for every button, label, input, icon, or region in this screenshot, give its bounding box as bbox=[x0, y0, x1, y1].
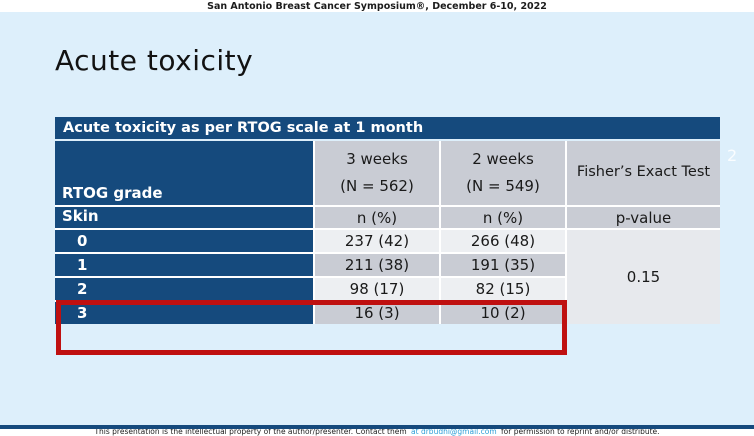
bottom-blue-bar bbox=[0, 425, 754, 429]
value-3w-grade-2: 98 (17) bbox=[315, 278, 439, 300]
conference-header-text: San Antonio Breast Cancer Symposium®, De… bbox=[207, 0, 547, 12]
value-2w-grade-1: 191 (35) bbox=[441, 254, 565, 276]
grade-label-2: 2 bbox=[55, 278, 313, 300]
toxicity-table: Acute toxicity as per RTOG scale at 1 mo… bbox=[55, 117, 720, 324]
conference-header-bar: San Antonio Breast Cancer Symposium®, De… bbox=[0, 0, 754, 12]
table-title: Acute toxicity as per RTOG scale at 1 mo… bbox=[55, 117, 720, 139]
slide-title: Acute toxicity bbox=[55, 44, 254, 77]
slide-page-number: 2 bbox=[727, 146, 738, 165]
column-header-fishers-exact-test: Fisher’s Exact Test bbox=[567, 141, 720, 205]
value-3w-grade-0: 237 (42) bbox=[315, 230, 439, 252]
unit-cell-3-weeks: n (%) bbox=[315, 207, 439, 228]
column-sublabel: (N = 562) bbox=[340, 176, 414, 195]
column-label: 3 weeks bbox=[346, 150, 408, 169]
row-group-header: Skin bbox=[55, 207, 313, 228]
value-2w-grade-2: 82 (15) bbox=[441, 278, 565, 300]
column-group-header: RTOG grade bbox=[55, 141, 313, 205]
grade-label-1: 1 bbox=[55, 254, 313, 276]
column-sublabel: (N = 549) bbox=[466, 176, 540, 195]
column-header-2-weeks: 2 weeks (N = 549) bbox=[441, 141, 565, 205]
red-highlight-annotation bbox=[56, 300, 567, 355]
unit-cell-2-weeks: n (%) bbox=[441, 207, 565, 228]
value-3w-grade-3: 16 (3) bbox=[315, 302, 439, 324]
value-3w-grade-1: 211 (38) bbox=[315, 254, 439, 276]
column-label: 2 weeks bbox=[472, 150, 534, 169]
p-value-cell: 0.15 bbox=[567, 230, 720, 324]
value-2w-grade-0: 266 (48) bbox=[441, 230, 565, 252]
grade-label-3: 3 bbox=[55, 302, 313, 324]
table-grid: RTOG grade 3 weeks (N = 562) 2 weeks (N … bbox=[55, 141, 720, 324]
value-2w-grade-3: 10 (2) bbox=[441, 302, 565, 324]
slide-canvas: Acute toxicity 2 Acute toxicity as per R… bbox=[0, 12, 754, 436]
column-label: Fisher’s Exact Test bbox=[576, 164, 711, 181]
unit-cell-p-value: p-value bbox=[567, 207, 720, 228]
column-header-3-weeks: 3 weeks (N = 562) bbox=[315, 141, 439, 205]
grade-label-0: 0 bbox=[55, 230, 313, 252]
